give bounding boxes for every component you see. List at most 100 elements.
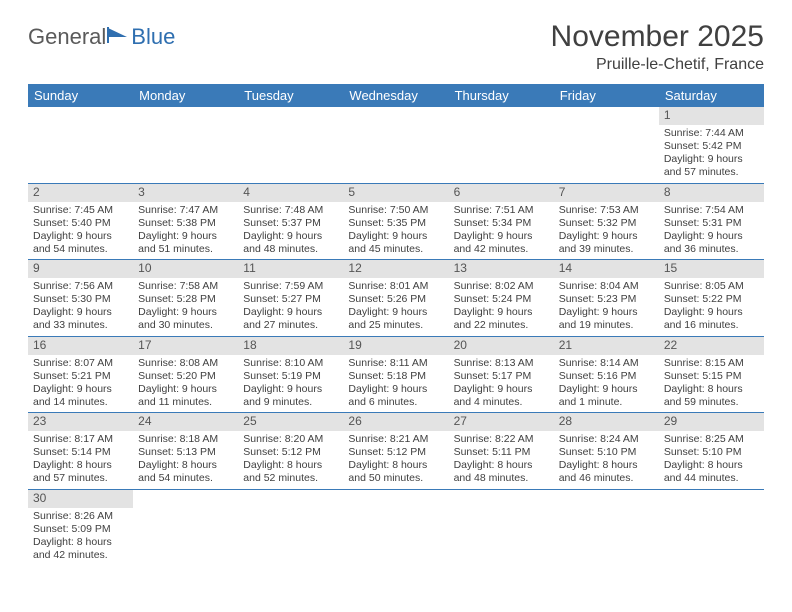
calendar-day-cell: 27Sunrise: 8:22 AMSunset: 5:11 PMDayligh… [449,413,554,490]
calendar-day-cell: 20Sunrise: 8:13 AMSunset: 5:17 PMDayligh… [449,336,554,413]
day-detail-line: Sunset: 5:12 PM [243,446,338,459]
calendar-empty-cell [133,107,238,183]
day-detail-line: and 57 minutes. [33,472,128,485]
day-detail-line: Sunset: 5:42 PM [664,140,759,153]
day-detail-line: Sunset: 5:37 PM [243,217,338,230]
day-detail-line: Daylight: 9 hours [454,306,549,319]
calendar-empty-cell [449,489,554,565]
day-number: 3 [133,184,238,202]
day-detail-line: and 59 minutes. [664,396,759,409]
day-detail-line: Daylight: 9 hours [454,383,549,396]
day-details: Sunrise: 7:50 AMSunset: 5:35 PMDaylight:… [343,202,448,260]
day-detail-line: Sunset: 5:10 PM [559,446,654,459]
day-details: Sunrise: 7:48 AMSunset: 5:37 PMDaylight:… [238,202,343,260]
day-detail-line: Sunrise: 7:51 AM [454,204,549,217]
day-detail-line: and 48 minutes. [454,472,549,485]
day-detail-line: Sunrise: 7:47 AM [138,204,233,217]
day-detail-line: Daylight: 9 hours [559,383,654,396]
flag-icon [107,25,129,50]
day-detail-line: Sunset: 5:18 PM [348,370,443,383]
logo: General Blue [28,24,175,50]
day-details: Sunrise: 8:18 AMSunset: 5:13 PMDaylight:… [133,431,238,489]
day-number: 28 [554,413,659,431]
day-detail-line: Sunset: 5:23 PM [559,293,654,306]
calendar-week-row: 23Sunrise: 8:17 AMSunset: 5:14 PMDayligh… [28,413,764,490]
day-header: Thursday [449,84,554,107]
day-detail-line: and 30 minutes. [138,319,233,332]
day-detail-line: Sunset: 5:22 PM [664,293,759,306]
day-detail-line: and 54 minutes. [33,243,128,256]
day-detail-line: Daylight: 8 hours [243,459,338,472]
day-detail-line: and 6 minutes. [348,396,443,409]
day-detail-line: Daylight: 9 hours [348,383,443,396]
calendar-empty-cell [238,489,343,565]
day-detail-line: Daylight: 8 hours [454,459,549,472]
calendar-day-cell: 10Sunrise: 7:58 AMSunset: 5:28 PMDayligh… [133,260,238,337]
day-number: 1 [659,107,764,125]
day-details: Sunrise: 8:11 AMSunset: 5:18 PMDaylight:… [343,355,448,413]
calendar-day-cell: 14Sunrise: 8:04 AMSunset: 5:23 PMDayligh… [554,260,659,337]
day-number: 24 [133,413,238,431]
header: General Blue November 2025 Pruille-le-Ch… [28,20,764,74]
day-detail-line: Sunrise: 8:01 AM [348,280,443,293]
day-detail-line: and 25 minutes. [348,319,443,332]
day-detail-line: Sunrise: 7:48 AM [243,204,338,217]
day-detail-line: Sunset: 5:32 PM [559,217,654,230]
day-detail-line: Daylight: 9 hours [33,306,128,319]
day-detail-line: Daylight: 9 hours [664,230,759,243]
day-detail-line: Sunrise: 8:13 AM [454,357,549,370]
calendar-empty-cell [659,489,764,565]
calendar-empty-cell [554,489,659,565]
day-detail-line: Sunrise: 8:14 AM [559,357,654,370]
calendar-day-cell: 22Sunrise: 8:15 AMSunset: 5:15 PMDayligh… [659,336,764,413]
day-detail-line: Daylight: 8 hours [664,383,759,396]
day-details: Sunrise: 7:44 AMSunset: 5:42 PMDaylight:… [659,125,764,183]
day-detail-line: Daylight: 8 hours [664,459,759,472]
day-number: 25 [238,413,343,431]
calendar-day-cell: 15Sunrise: 8:05 AMSunset: 5:22 PMDayligh… [659,260,764,337]
day-detail-line: Sunset: 5:14 PM [33,446,128,459]
day-detail-line: Sunrise: 7:45 AM [33,204,128,217]
day-detail-line: and 33 minutes. [33,319,128,332]
day-detail-line: Daylight: 9 hours [454,230,549,243]
calendar-day-cell: 26Sunrise: 8:21 AMSunset: 5:12 PMDayligh… [343,413,448,490]
month-title: November 2025 [551,20,764,54]
day-detail-line: Daylight: 9 hours [243,383,338,396]
day-detail-line: Sunset: 5:13 PM [138,446,233,459]
day-details: Sunrise: 7:58 AMSunset: 5:28 PMDaylight:… [133,278,238,336]
day-number: 9 [28,260,133,278]
day-detail-line: Sunrise: 8:02 AM [454,280,549,293]
day-detail-line: Sunset: 5:35 PM [348,217,443,230]
day-number: 12 [343,260,448,278]
day-header: Monday [133,84,238,107]
day-details: Sunrise: 7:54 AMSunset: 5:31 PMDaylight:… [659,202,764,260]
calendar-empty-cell [554,107,659,183]
day-details: Sunrise: 8:13 AMSunset: 5:17 PMDaylight:… [449,355,554,413]
calendar-day-cell: 6Sunrise: 7:51 AMSunset: 5:34 PMDaylight… [449,183,554,260]
day-header: Sunday [28,84,133,107]
calendar-week-row: 2Sunrise: 7:45 AMSunset: 5:40 PMDaylight… [28,183,764,260]
day-detail-line: and 14 minutes. [33,396,128,409]
day-detail-line: Daylight: 9 hours [348,306,443,319]
day-detail-line: and 9 minutes. [243,396,338,409]
day-detail-line: Sunrise: 8:10 AM [243,357,338,370]
day-details: Sunrise: 8:05 AMSunset: 5:22 PMDaylight:… [659,278,764,336]
day-details: Sunrise: 8:07 AMSunset: 5:21 PMDaylight:… [28,355,133,413]
day-detail-line: Sunrise: 8:04 AM [559,280,654,293]
day-detail-line: Daylight: 9 hours [138,383,233,396]
day-detail-line: Sunset: 5:28 PM [138,293,233,306]
calendar-day-cell: 11Sunrise: 7:59 AMSunset: 5:27 PMDayligh… [238,260,343,337]
day-detail-line: Daylight: 9 hours [138,230,233,243]
day-details: Sunrise: 8:26 AMSunset: 5:09 PMDaylight:… [28,508,133,566]
calendar-header-row: SundayMondayTuesdayWednesdayThursdayFrid… [28,84,764,107]
day-detail-line: and 42 minutes. [454,243,549,256]
day-details: Sunrise: 7:56 AMSunset: 5:30 PMDaylight:… [28,278,133,336]
day-detail-line: Daylight: 9 hours [138,306,233,319]
day-number: 30 [28,490,133,508]
day-number: 10 [133,260,238,278]
day-detail-line: Daylight: 8 hours [559,459,654,472]
day-detail-line: Sunset: 5:21 PM [33,370,128,383]
day-details: Sunrise: 8:10 AMSunset: 5:19 PMDaylight:… [238,355,343,413]
calendar-week-row: 30Sunrise: 8:26 AMSunset: 5:09 PMDayligh… [28,489,764,565]
calendar-week-row: 16Sunrise: 8:07 AMSunset: 5:21 PMDayligh… [28,336,764,413]
